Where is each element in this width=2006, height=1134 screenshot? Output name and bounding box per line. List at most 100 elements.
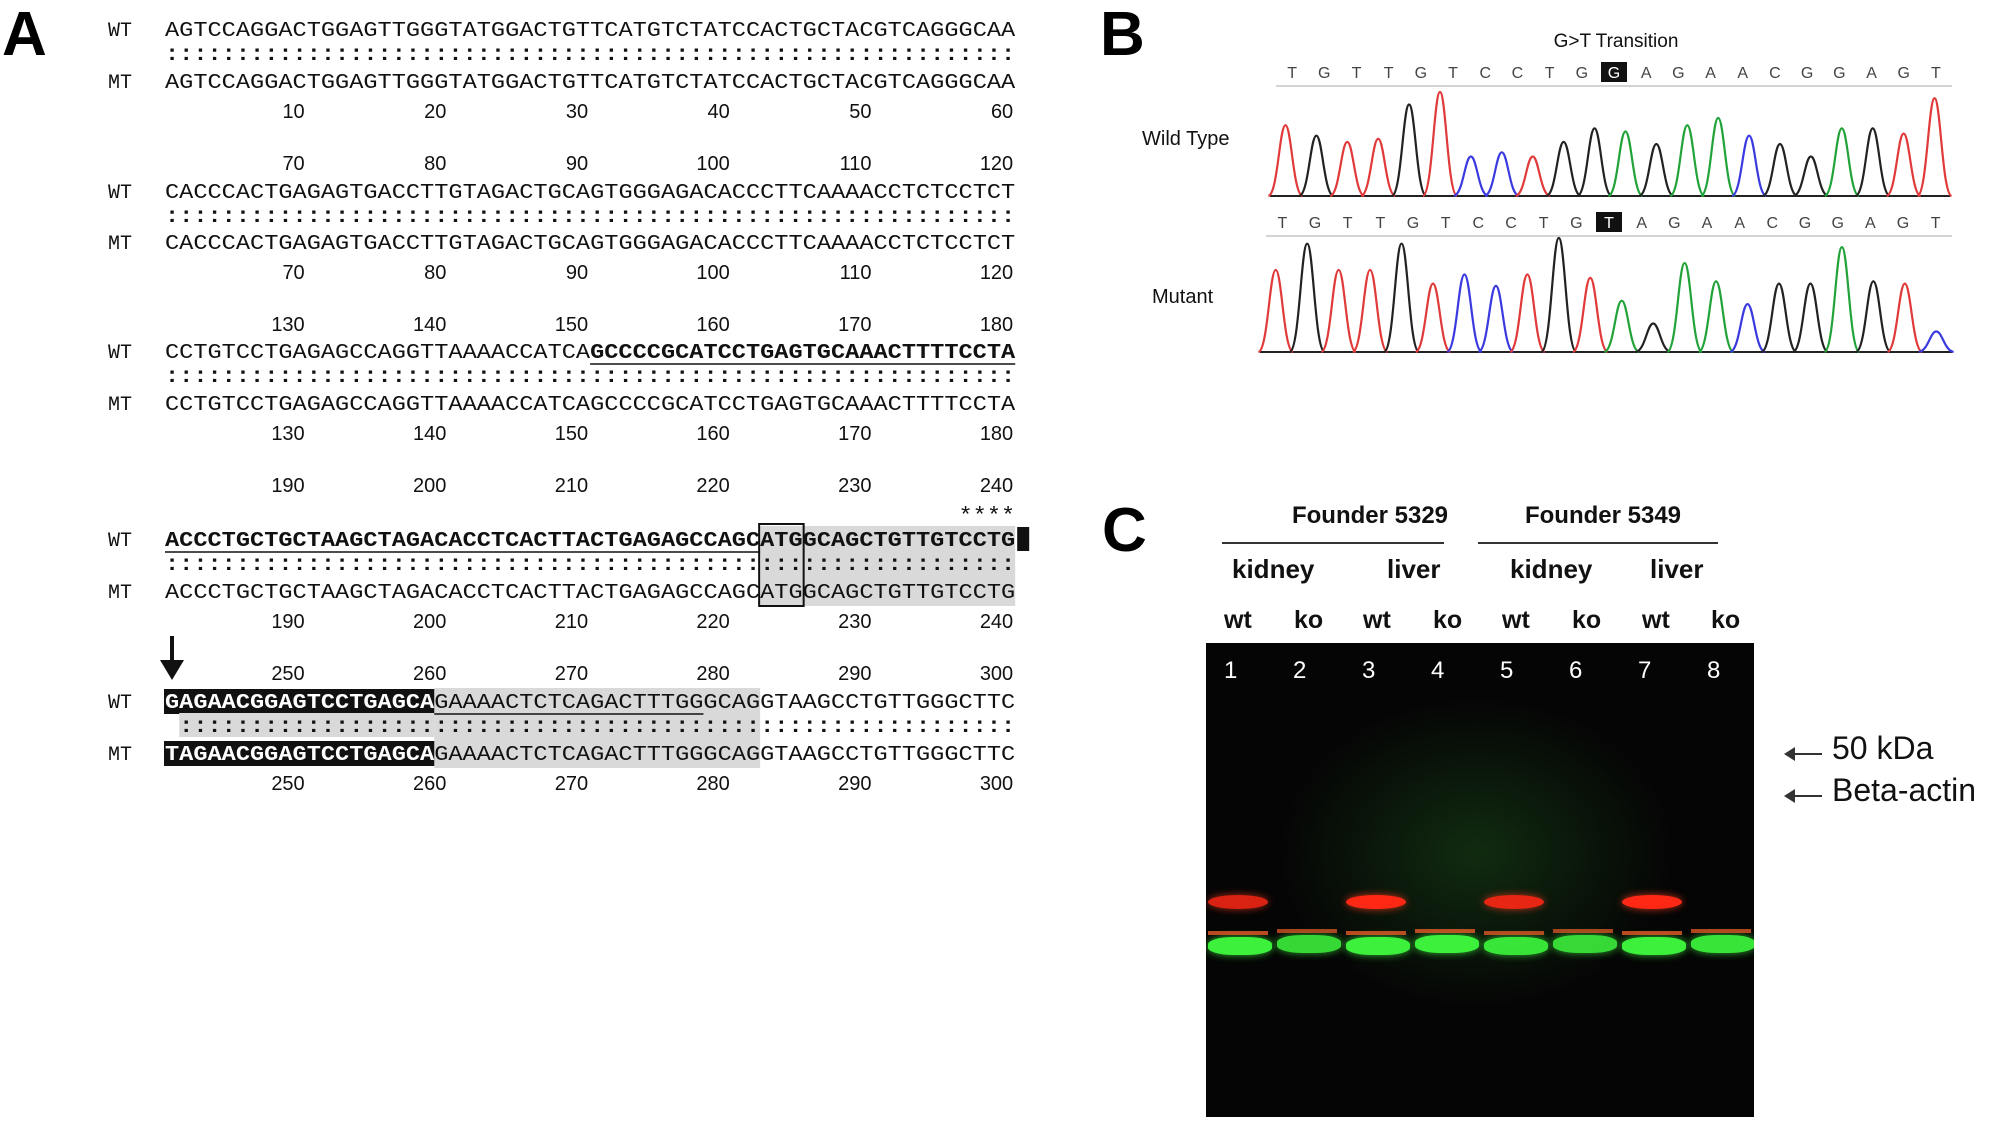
wt-peak xyxy=(1885,132,1922,198)
mt-base-call: A xyxy=(1636,215,1647,232)
mt-base-call: C xyxy=(1505,215,1517,232)
mt-base-call: T xyxy=(1277,215,1287,232)
position-tick: 200 xyxy=(413,611,446,633)
wt-base-call: T xyxy=(1287,65,1297,82)
position-tick: 90 xyxy=(566,153,588,175)
wt-peak xyxy=(1700,116,1736,198)
position-tick: 210 xyxy=(555,611,588,633)
mt-base-call: G xyxy=(1407,215,1419,232)
mutation-base-highlight xyxy=(1596,212,1622,232)
genotype-label-4: ko xyxy=(1433,606,1463,634)
match-line: ::::::::::::::::::::::::::::::::::::::::… xyxy=(179,716,1015,739)
lane-number-3: 3 xyxy=(1362,657,1376,684)
position-tick: 100 xyxy=(696,262,729,284)
exon-highlight xyxy=(434,688,761,768)
position-tick: 200 xyxy=(413,475,446,497)
position-tick: 230 xyxy=(838,475,871,497)
beta-actin-band xyxy=(1277,935,1341,953)
mt-base-call: G xyxy=(1897,215,1909,232)
red-band xyxy=(1346,895,1406,909)
wt-base-call: G xyxy=(1318,65,1330,82)
position-tick: 70 xyxy=(282,262,304,284)
mt-base-call: T xyxy=(1441,215,1451,232)
wt-label: WT xyxy=(108,692,132,715)
wt-base-call: A xyxy=(1705,65,1716,82)
wt-base-call: T xyxy=(1384,65,1394,82)
mt-base-call: A xyxy=(1734,215,1745,232)
position-tick: 80 xyxy=(424,262,446,284)
tissue-label-3: kidney xyxy=(1510,554,1593,584)
wt-peak xyxy=(1391,103,1427,198)
position-tick: 170 xyxy=(838,423,871,445)
founder-underline-1 xyxy=(1222,542,1444,544)
wt-base-call: G xyxy=(1608,65,1620,82)
mt-peak xyxy=(1760,282,1798,354)
mt-peak xyxy=(1635,322,1671,354)
marker-label-50kda: 50 kDa xyxy=(1832,730,1934,766)
wt-peak xyxy=(1916,97,1953,198)
mt-peak xyxy=(1823,246,1861,354)
match-line: ::::::::::::::::::::::::::::::::::::::::… xyxy=(165,554,1015,577)
mt-sequence-sgrna: TAGAACGGAGTCCTGAGCA xyxy=(165,744,435,767)
position-tick: 280 xyxy=(696,773,729,795)
genotype-label-1: wt xyxy=(1224,606,1252,634)
lane-number-6: 6 xyxy=(1569,657,1583,684)
chromatogram-title: G>T Transition xyxy=(1554,31,1679,52)
position-tick: 80 xyxy=(424,153,446,175)
mt-base-call: T xyxy=(1375,215,1385,232)
wt-peak xyxy=(1267,124,1304,198)
mt-peak xyxy=(1257,268,1294,354)
position-tick: 300 xyxy=(980,663,1013,685)
mt-peak xyxy=(1572,276,1609,354)
wt-peak xyxy=(1484,151,1520,198)
wt-label: WT xyxy=(108,342,132,365)
sgrna-highlight-mt xyxy=(164,741,436,766)
genotype-label-8: ko xyxy=(1711,606,1741,634)
position-tick: 30 xyxy=(566,101,588,123)
wt-peak xyxy=(1453,155,1489,198)
position-tick: 110 xyxy=(840,153,872,175)
wt-sequence: CACCCACTGAGAGTGACCTTGTAGACTGCAGTGGGAGACA… xyxy=(165,182,1015,205)
position-tick: 120 xyxy=(980,153,1013,175)
wt-label: WT xyxy=(108,530,132,553)
position-tick: 260 xyxy=(413,663,446,685)
mt-peak xyxy=(1509,273,1546,354)
pam-stars: **** xyxy=(959,504,1016,529)
position-tick: 240 xyxy=(980,611,1013,633)
wt-base-call: A xyxy=(1641,65,1652,82)
position-tick: 180 xyxy=(980,314,1013,336)
position-tick: 220 xyxy=(696,611,729,633)
wt-base-call: G xyxy=(1415,65,1427,82)
position-tick: 70 xyxy=(282,153,304,175)
position-tick: 210 xyxy=(555,475,588,497)
mt-base-call: G xyxy=(1570,215,1582,232)
wt-base-call: C xyxy=(1512,65,1524,82)
beta-actin-band-edge xyxy=(1415,929,1475,933)
wt-peak xyxy=(1576,127,1613,198)
mt-base-call: G xyxy=(1799,215,1811,232)
lane-number-4: 4 xyxy=(1431,657,1445,684)
beta-actin-band xyxy=(1346,937,1410,955)
mt-peak xyxy=(1603,299,1640,354)
mt-peak xyxy=(1352,268,1389,354)
panel-letter-c: C xyxy=(1102,496,1147,565)
mt-sequence: CACCCACTGAGAGTGACCTTGTAGACTGCAGTGGGAGACA… xyxy=(165,233,1015,256)
wild-type-label: Wild Type xyxy=(1142,128,1229,150)
panel-letter-b: B xyxy=(1100,0,1145,69)
position-tick: 280 xyxy=(696,663,729,685)
wt-peak xyxy=(1298,134,1335,198)
beta-actin-band-edge xyxy=(1208,931,1268,935)
mt-peak xyxy=(1289,242,1326,354)
wt-peak xyxy=(1855,127,1891,198)
mt-peak xyxy=(1886,282,1923,354)
wt-peak xyxy=(1731,134,1767,198)
wt-sequence-exon: GAAAACTCTCAGACTTTGGGCAG xyxy=(434,692,760,715)
wt-base-call: G xyxy=(1801,65,1813,82)
founder-label-1: Founder 5329 xyxy=(1291,502,1449,529)
position-tick: 130 xyxy=(271,423,304,445)
wt-base-call: C xyxy=(1479,65,1491,82)
position-tick: 220 xyxy=(696,475,729,497)
lane-number-8: 8 xyxy=(1707,657,1721,684)
beta-actin-band-edge xyxy=(1622,931,1682,935)
mt-peak xyxy=(1383,242,1420,354)
